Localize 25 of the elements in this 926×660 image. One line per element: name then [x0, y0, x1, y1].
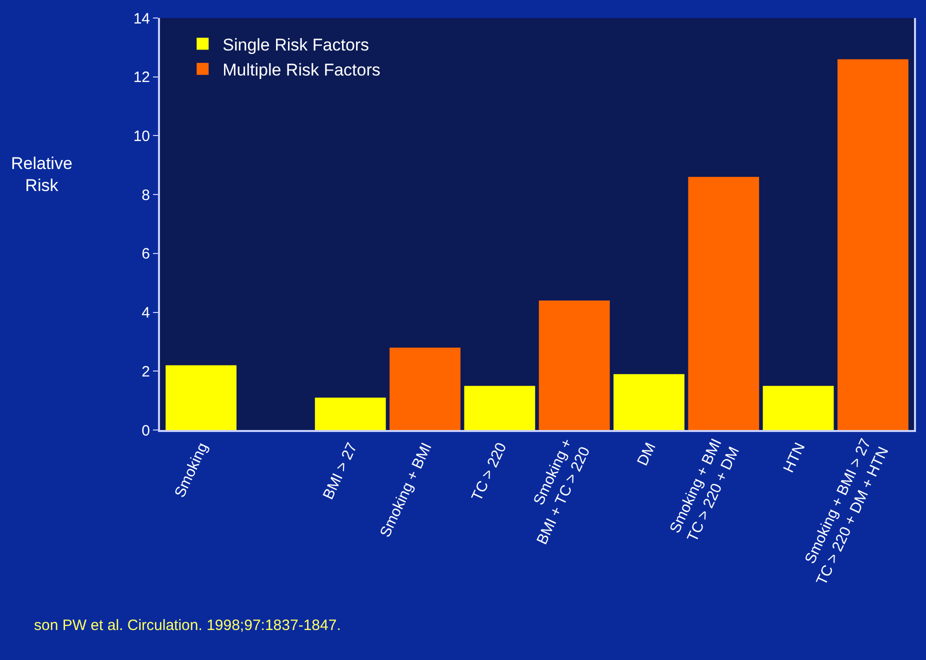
bar — [390, 348, 460, 430]
legend-label: Single Risk Factors — [222, 35, 370, 54]
bar — [166, 365, 237, 430]
y-tick-label: 6 — [142, 246, 150, 263]
bar — [314, 398, 386, 430]
x-tick-label: TC > 220 — [468, 440, 510, 504]
bar — [837, 59, 908, 430]
x-tick-label: HTN — [780, 440, 809, 476]
y-tick-label: 2 — [142, 363, 150, 380]
y-tick-label: 4 — [142, 304, 150, 322]
y-axis-title: Relative Risk — [11, 154, 72, 196]
text: son PW et al. Circulation. 1998;97:1837-1847. — [34, 617, 341, 634]
y-tick-label: 12 — [133, 69, 150, 86]
x-tick-label: BMI > 27 — [320, 440, 361, 502]
bar — [688, 176, 760, 430]
bar — [762, 386, 834, 430]
x-tick-label: DM — [634, 440, 660, 469]
y-tick-label: 14 — [133, 10, 150, 28]
bar — [464, 386, 536, 430]
legend-label: Multiple Risk Factors — [222, 60, 380, 80]
bar — [614, 374, 684, 430]
y-tick-label: 10 — [133, 128, 150, 145]
y-tick-label: 0 — [142, 422, 150, 440]
y-tick-label: 8 — [142, 186, 150, 204]
bar — [538, 300, 610, 430]
